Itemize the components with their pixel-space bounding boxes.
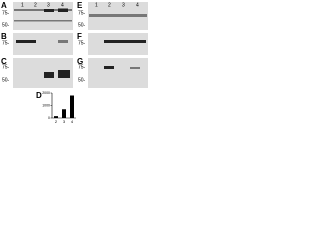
marker: 75- — [78, 64, 86, 70]
bar — [62, 109, 66, 118]
panel-label: B — [1, 32, 7, 41]
marker: 50- — [2, 77, 10, 83]
band — [44, 9, 54, 12]
marker: 50- — [78, 77, 86, 83]
panel-label: G — [77, 57, 83, 66]
marker: 75- — [78, 40, 86, 46]
lane: 2 — [108, 2, 111, 8]
band — [58, 8, 68, 12]
blot — [88, 58, 148, 88]
band — [44, 72, 54, 78]
band — [14, 9, 72, 11]
x-tick-label: 2 — [55, 119, 58, 124]
panel-label: F — [77, 32, 82, 41]
bar — [54, 116, 58, 118]
band — [58, 70, 70, 78]
blot — [13, 2, 73, 30]
y-tick-label: 2000 — [42, 91, 50, 95]
band — [16, 40, 36, 43]
lane: 2 — [34, 2, 37, 8]
marker: 50- — [2, 22, 10, 28]
band — [104, 40, 146, 43]
panel-label: A — [1, 1, 7, 10]
band — [58, 40, 68, 43]
band — [89, 14, 147, 17]
panel-label: D — [36, 91, 42, 100]
blot — [88, 33, 148, 55]
marker: 75- — [2, 10, 10, 16]
blot — [13, 33, 73, 55]
lane: 1 — [95, 2, 98, 8]
panel-label: C — [1, 57, 7, 66]
lane: 4 — [61, 2, 64, 8]
lane: 3 — [122, 2, 125, 8]
y-tick-label: 0 — [48, 116, 50, 120]
lane: 3 — [47, 2, 50, 8]
marker: 75- — [2, 64, 10, 70]
panel-label: E — [77, 1, 83, 10]
lane: 4 — [136, 2, 139, 8]
lane: 1 — [21, 2, 24, 8]
y-tick-label: 1000 — [42, 103, 50, 107]
x-tick-label: 3 — [63, 119, 66, 124]
band — [130, 67, 140, 69]
x-tick-label: 4 — [71, 119, 74, 124]
marker: 50- — [78, 22, 86, 28]
bar — [70, 95, 74, 118]
figure: A 75- 50- 1 2 3 4 B 75- C 75- 50- E 75- … — [1, 1, 148, 124]
marker: 75- — [2, 40, 10, 46]
marker: 75- — [78, 10, 86, 16]
band — [104, 66, 114, 69]
band — [14, 20, 72, 22]
